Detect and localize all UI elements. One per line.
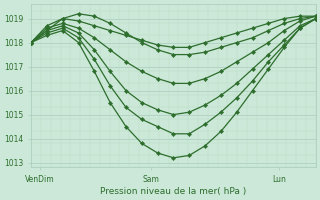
X-axis label: Pression niveau de la mer( hPa ): Pression niveau de la mer( hPa )	[100, 187, 247, 196]
